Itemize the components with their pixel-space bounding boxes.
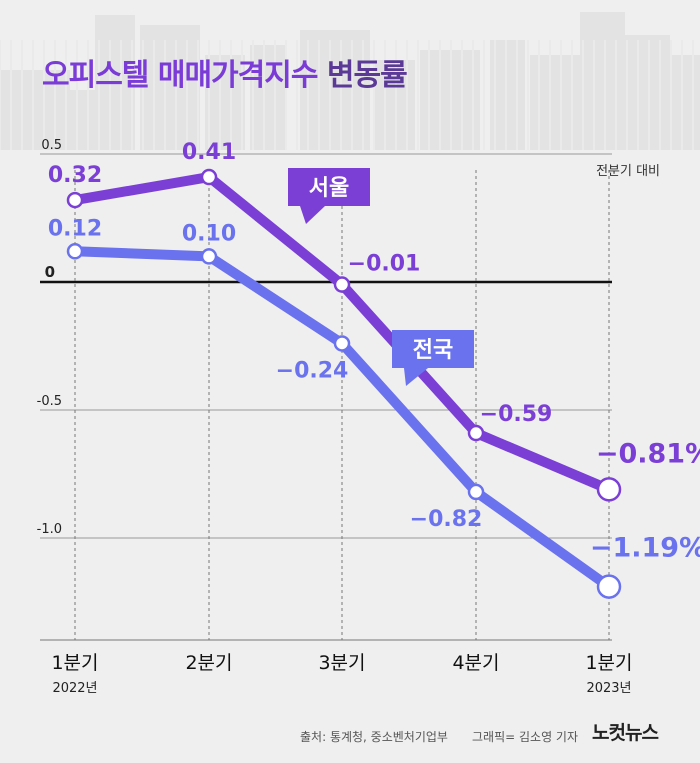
data-label: −0.24 — [276, 358, 349, 383]
data-point — [333, 276, 351, 293]
legend-seoul-pointer — [300, 206, 325, 224]
x-tick-sublabel: 2023년 — [586, 681, 631, 696]
data-labels: 0.32 0.41 −0.01 −0.59 −0.81% 0.12 0.10 −0.24 −0.… — [48, 140, 700, 564]
publisher-logo: 노컷뉴스 — [592, 722, 659, 744]
data-point — [596, 477, 622, 502]
source-note: 출처: 통계청, 중소벤처기업부 — [300, 730, 448, 744]
data-point — [467, 424, 485, 442]
title-highlight: 오피스텔 매매가격지수 — [42, 58, 318, 93]
legend-national-pointer — [404, 368, 428, 386]
legend-seoul-box — [288, 168, 370, 206]
y-tick-label: 0.5 — [41, 138, 62, 153]
data-point — [200, 168, 218, 186]
data-point — [467, 483, 485, 501]
x-tick-label: 3분기 — [318, 652, 365, 674]
data-point — [66, 243, 84, 260]
chart-title: 오피스텔 매매가격지수 변동률 — [42, 50, 408, 94]
legend-national-box — [392, 330, 474, 368]
x-tick-label: 1분기 — [51, 652, 98, 674]
data-label: 0.10 — [182, 221, 236, 246]
data-label: 0.41 — [182, 140, 236, 165]
data-point — [333, 335, 351, 352]
unit-note: 전분기 대비 — [596, 164, 660, 179]
data-point — [66, 191, 84, 209]
x-tick-label: 1분기 — [585, 652, 632, 674]
series-lines — [66, 168, 622, 599]
data-point — [596, 574, 622, 599]
x-tick-label: 4분기 — [452, 652, 499, 674]
chart-grid: 0.5 0 -0.5 -1.0 — [37, 138, 612, 539]
data-label: −0.01 — [348, 252, 421, 277]
data-label: 0.32 — [48, 163, 102, 188]
x-tick-label: 2분기 — [185, 652, 232, 674]
y-tick-label: 0 — [45, 263, 55, 281]
data-label: −1.19% — [590, 533, 700, 564]
title-rest: 변동률 — [326, 58, 408, 93]
data-label: −0.81% — [596, 438, 700, 469]
data-label: −0.82 — [410, 507, 483, 532]
legend-seoul-label: 서울 — [309, 176, 349, 201]
data-label: −0.59 — [480, 402, 553, 427]
x-tick-sublabel: 2022년 — [52, 681, 97, 696]
data-label: 0.12 — [48, 216, 102, 241]
y-tick-label: -1.0 — [37, 522, 62, 537]
graphic-credit: 그래픽= 김소영 기자 — [472, 730, 579, 744]
city-skyline-background — [0, 12, 700, 150]
legend-national-label: 전국 — [413, 338, 453, 363]
data-point — [200, 248, 218, 265]
x-axis: 1분기 2022년 2분기 3분기 4분기 1분기 2023년 — [40, 170, 633, 696]
y-tick-label: -0.5 — [37, 394, 62, 409]
